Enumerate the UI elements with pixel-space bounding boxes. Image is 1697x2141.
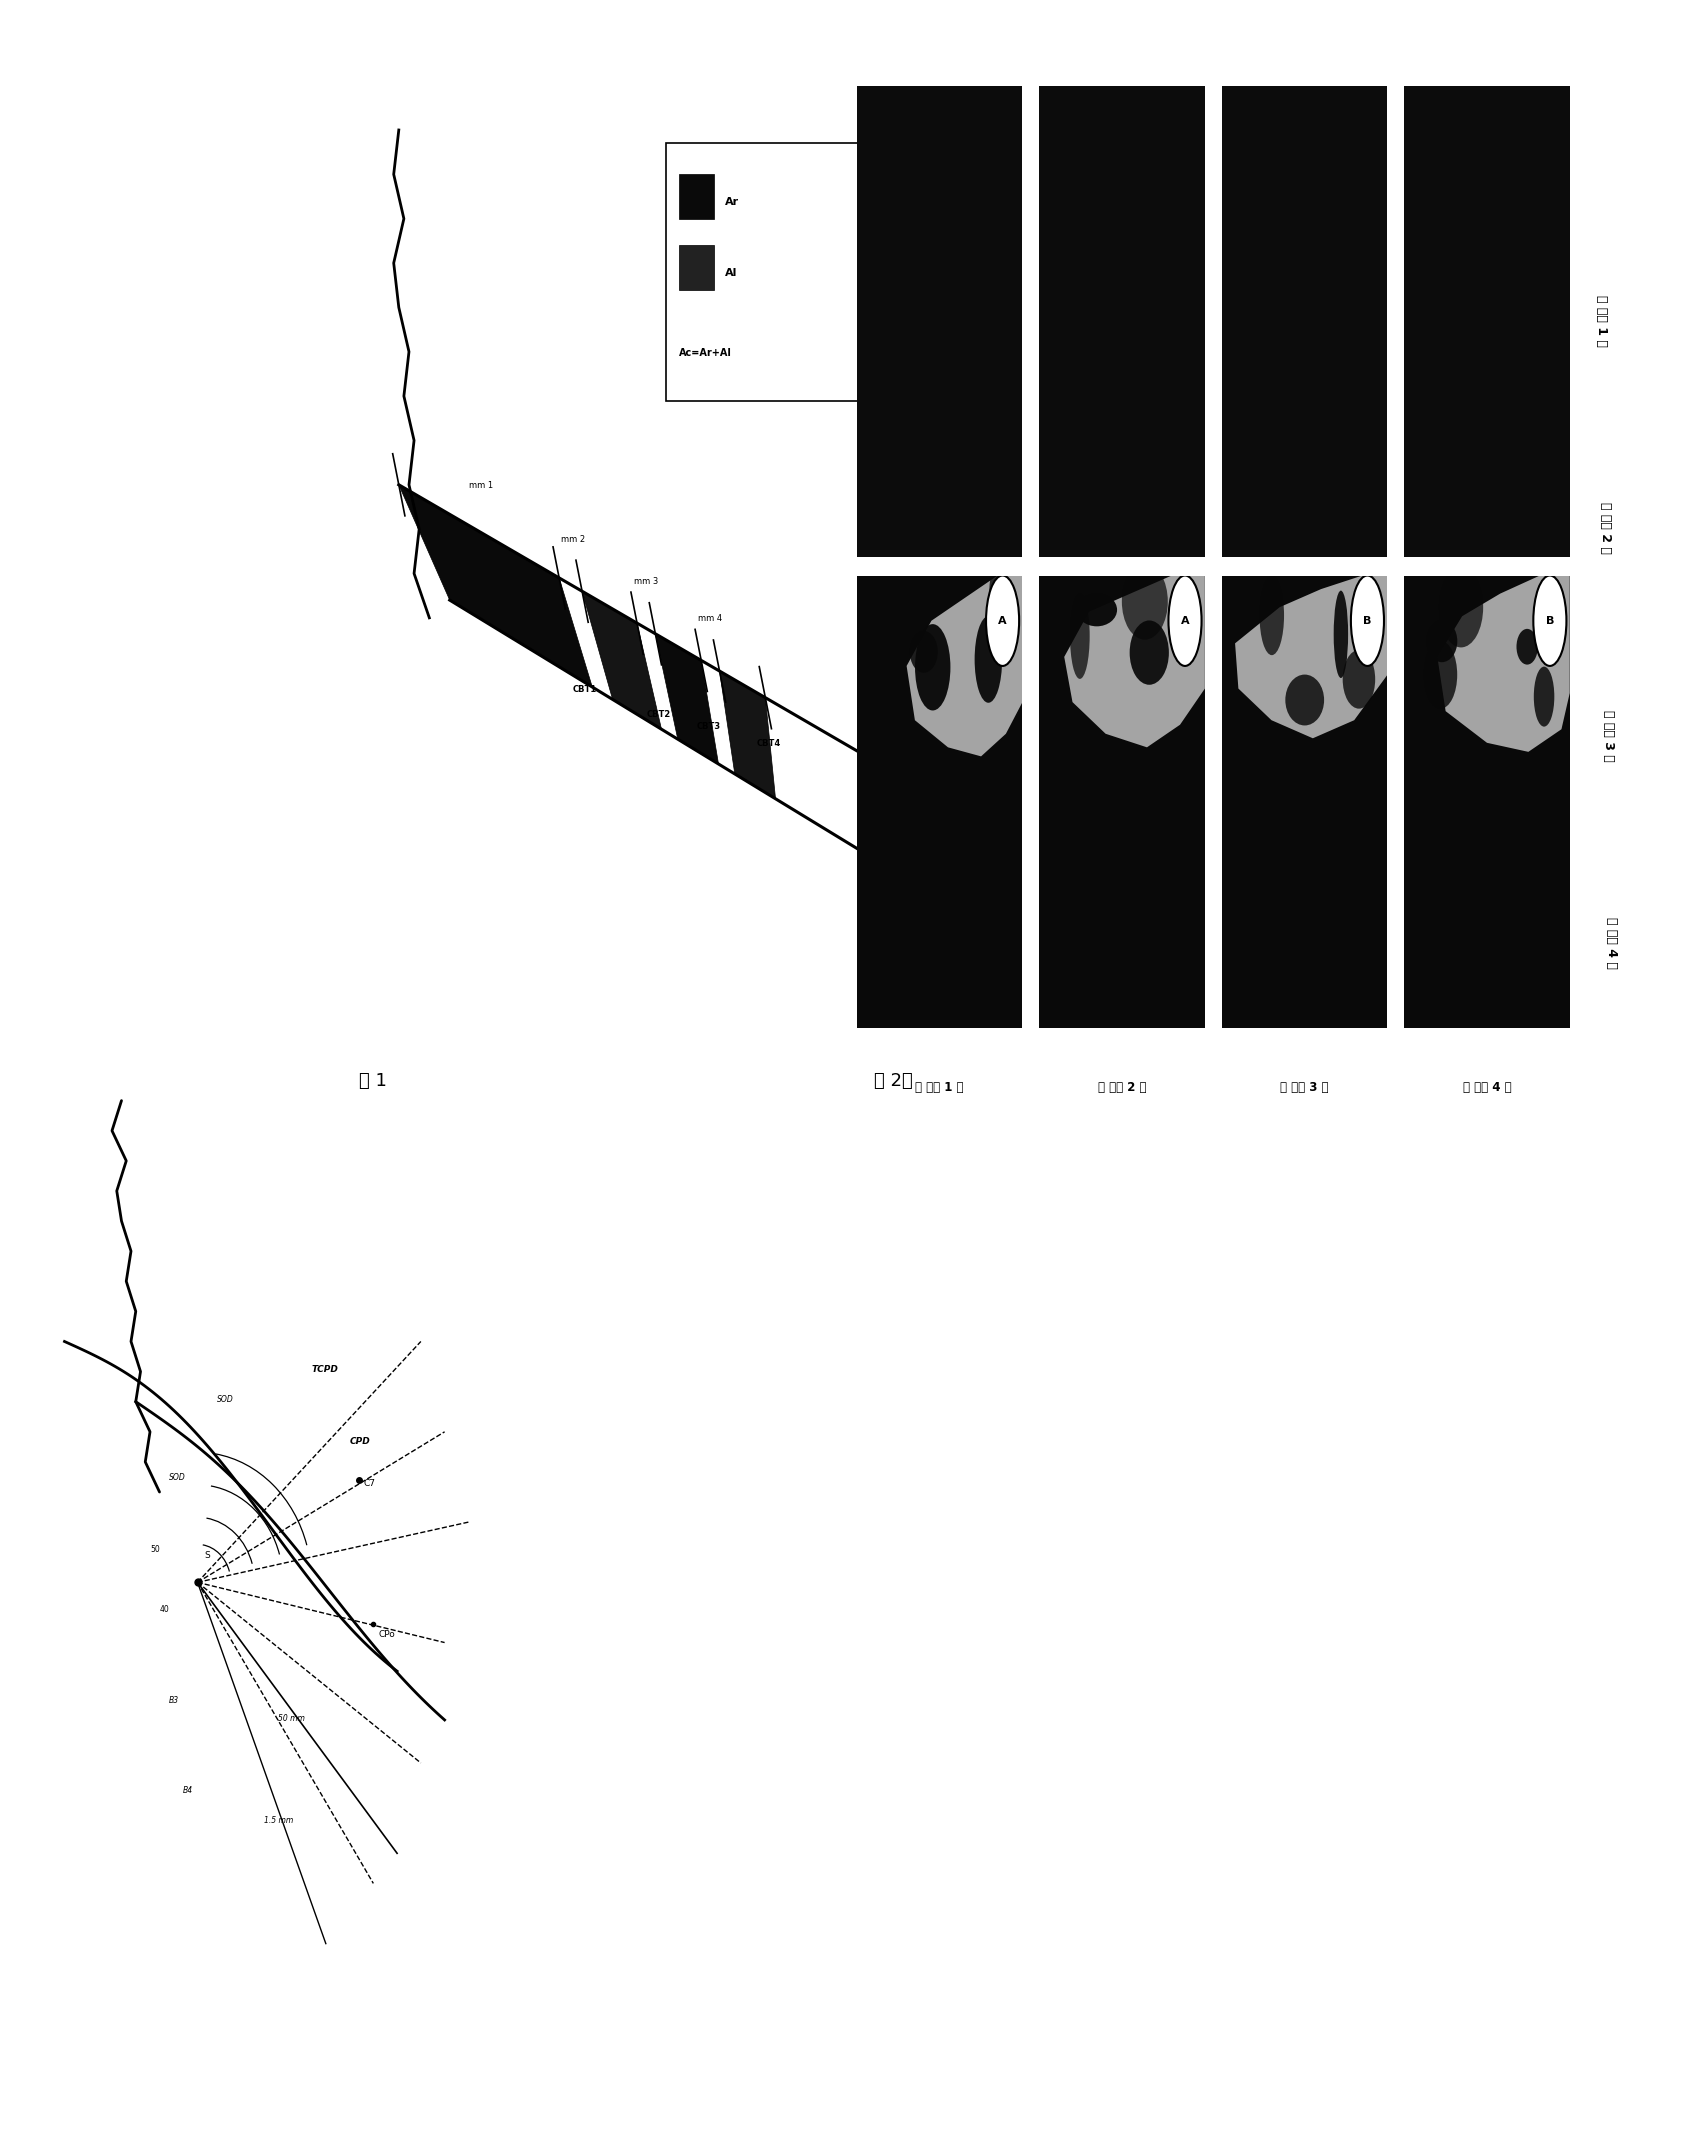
Text: Ａ 视远 2 图: Ａ 视远 2 图: [1599, 503, 1612, 555]
Polygon shape: [399, 484, 592, 687]
Ellipse shape: [1517, 629, 1537, 664]
Text: A: A: [998, 617, 1006, 625]
Ellipse shape: [1285, 674, 1324, 726]
Text: SOD: SOD: [217, 1394, 232, 1404]
Text: Ｂ 视近 4 图: Ｂ 视近 4 图: [1605, 916, 1619, 970]
Ellipse shape: [1259, 576, 1285, 655]
Polygon shape: [906, 576, 1022, 756]
Ellipse shape: [1076, 593, 1117, 627]
Text: 1.5 mm: 1.5 mm: [265, 1816, 294, 1824]
Text: Ar: Ar: [725, 197, 738, 208]
Text: TCPD: TCPD: [312, 1364, 338, 1375]
Text: Al: Al: [725, 268, 736, 278]
Ellipse shape: [989, 561, 1006, 651]
Text: B: B: [1363, 617, 1371, 625]
Text: Ａ 视远 1 图: Ａ 视远 1 图: [915, 1081, 964, 1094]
Text: Ｂ 视近 3 图: Ｂ 视近 3 图: [1280, 1081, 1329, 1094]
Text: A: A: [1181, 617, 1190, 625]
Circle shape: [1169, 576, 1201, 666]
Ellipse shape: [1424, 640, 1458, 709]
Text: mm 3: mm 3: [635, 578, 658, 587]
Text: 50: 50: [149, 1546, 160, 1554]
Text: CPD: CPD: [350, 1437, 370, 1445]
Text: S: S: [205, 1552, 210, 1561]
Text: CBT3: CBT3: [697, 722, 721, 730]
Ellipse shape: [1334, 591, 1347, 679]
Polygon shape: [1437, 576, 1570, 751]
Text: mm 1: mm 1: [468, 482, 494, 490]
Ellipse shape: [1439, 567, 1483, 647]
Text: 图 1: 图 1: [360, 1073, 387, 1090]
Text: B4: B4: [183, 1786, 193, 1794]
Text: CBT1: CBT1: [574, 685, 597, 694]
Text: CBT2: CBT2: [647, 711, 670, 719]
Ellipse shape: [974, 617, 1003, 702]
Text: CPo: CPo: [378, 1629, 395, 1638]
Text: C7: C7: [363, 1479, 375, 1488]
Ellipse shape: [1427, 621, 1458, 662]
Text: 40: 40: [160, 1606, 170, 1614]
Polygon shape: [1235, 576, 1386, 739]
Polygon shape: [655, 634, 718, 764]
Text: B: B: [1546, 617, 1554, 625]
Text: Ｂ 视近 3 图: Ｂ 视近 3 图: [1602, 711, 1616, 762]
Polygon shape: [582, 591, 662, 730]
Ellipse shape: [915, 625, 950, 711]
Text: Ｂ 视近 4 图: Ｂ 视近 4 图: [1463, 1081, 1512, 1094]
Circle shape: [986, 576, 1020, 666]
Polygon shape: [1064, 576, 1205, 747]
Text: mm 4: mm 4: [697, 614, 723, 623]
Ellipse shape: [1122, 563, 1168, 640]
Text: CBT4: CBT4: [757, 739, 781, 747]
Polygon shape: [720, 670, 776, 799]
Text: 图 2：: 图 2：: [874, 1073, 913, 1090]
Bar: [679, 246, 714, 289]
Text: 50 mm: 50 mm: [278, 1713, 305, 1724]
Text: mm 2: mm 2: [560, 535, 585, 544]
Ellipse shape: [1534, 666, 1554, 726]
Ellipse shape: [910, 632, 938, 672]
Text: Ａ 视远 1 图: Ａ 视远 1 图: [1595, 295, 1609, 347]
Text: B3: B3: [170, 1696, 180, 1704]
Bar: [679, 173, 714, 218]
Circle shape: [1351, 576, 1385, 666]
Circle shape: [1534, 576, 1566, 666]
Text: Ac=Ar+Al: Ac=Ar+Al: [679, 349, 731, 358]
Text: SOD: SOD: [170, 1473, 185, 1482]
Ellipse shape: [1130, 621, 1169, 685]
Ellipse shape: [1071, 593, 1089, 679]
Text: Ａ 视远 2 图: Ａ 视远 2 图: [1098, 1081, 1147, 1094]
FancyBboxPatch shape: [665, 143, 865, 400]
Ellipse shape: [1342, 651, 1375, 709]
